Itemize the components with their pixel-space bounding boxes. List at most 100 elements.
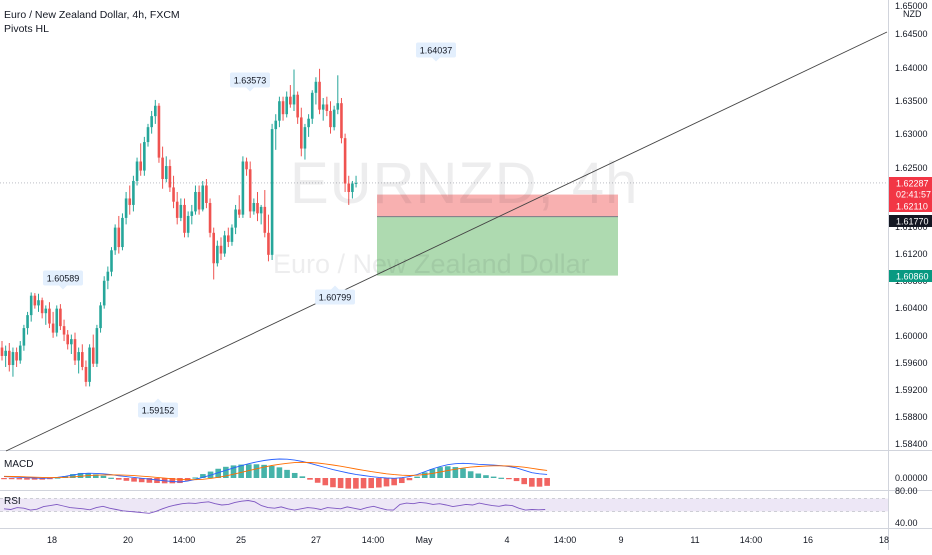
candle-body[interactable]: [117, 227, 121, 248]
candle-body[interactable]: [325, 104, 329, 111]
candle-body[interactable]: [8, 350, 11, 366]
pivot-label[interactable]: 1.63573: [230, 72, 270, 92]
candle-body[interactable]: [146, 127, 150, 143]
candle-body[interactable]: [0, 347, 4, 356]
candle-body[interactable]: [26, 315, 29, 329]
rsi-label[interactable]: RSI: [4, 496, 21, 507]
candle-body[interactable]: [99, 305, 102, 329]
candle-body[interactable]: [241, 161, 245, 215]
candle-body[interactable]: [128, 198, 132, 205]
candle-body[interactable]: [164, 166, 168, 180]
candle-body[interactable]: [84, 366, 88, 382]
candle-body[interactable]: [267, 232, 270, 255]
candle-body[interactable]: [270, 129, 274, 255]
candle-body[interactable]: [44, 308, 48, 314]
candle-body[interactable]: [263, 206, 267, 233]
candle-body[interactable]: [95, 328, 99, 364]
candle-body[interactable]: [33, 295, 37, 306]
candle-body[interactable]: [285, 96, 288, 115]
candle-body[interactable]: [121, 217, 124, 248]
trendline[interactable]: [5, 31, 888, 452]
candle-body[interactable]: [11, 352, 15, 366]
candle-body[interactable]: [124, 198, 128, 218]
candle-body[interactable]: [175, 201, 179, 218]
candle-body[interactable]: [343, 138, 347, 184]
candle-body[interactable]: [237, 209, 241, 215]
candle-body[interactable]: [332, 109, 336, 128]
candle-body[interactable]: [216, 245, 219, 264]
candle-body[interactable]: [300, 117, 303, 149]
candle-body[interactable]: [150, 116, 153, 128]
candle-body[interactable]: [329, 110, 332, 128]
candle-body[interactable]: [18, 345, 22, 361]
candle-body[interactable]: [172, 187, 175, 202]
candle-body[interactable]: [154, 105, 157, 117]
candle-body[interactable]: [113, 227, 117, 251]
candle-body[interactable]: [29, 295, 33, 316]
candle-body[interactable]: [183, 204, 186, 233]
candle-body[interactable]: [278, 101, 281, 121]
candle-body[interactable]: [190, 211, 194, 216]
candle-body[interactable]: [208, 202, 212, 233]
candle-body[interactable]: [179, 204, 183, 218]
candle-body[interactable]: [321, 104, 325, 110]
candle-body[interactable]: [62, 326, 66, 335]
candle-body[interactable]: [157, 105, 161, 158]
candle-body[interactable]: [347, 183, 351, 192]
symbol-title[interactable]: Euro / New Zealand Dollar, 4h, FXCM: [4, 9, 180, 21]
candle-body[interactable]: [143, 142, 146, 171]
candle-body[interactable]: [81, 352, 84, 367]
candle-body[interactable]: [281, 101, 285, 115]
candle-body[interactable]: [223, 235, 226, 254]
candle-body[interactable]: [48, 308, 51, 324]
candle-body[interactable]: [197, 191, 201, 210]
candle-body[interactable]: [205, 185, 208, 203]
candle-body[interactable]: [77, 352, 80, 361]
candle-body[interactable]: [22, 328, 26, 346]
candle-body[interactable]: [106, 271, 110, 281]
candle-body[interactable]: [15, 352, 18, 361]
candle-body[interactable]: [219, 245, 223, 254]
candle-body[interactable]: [234, 209, 237, 228]
candle-body[interactable]: [51, 323, 55, 333]
candle-body[interactable]: [274, 120, 278, 130]
candle-body[interactable]: [139, 161, 142, 171]
candle-body[interactable]: [289, 96, 292, 105]
candle-body[interactable]: [318, 81, 321, 110]
pivot-label[interactable]: 1.59152: [138, 398, 178, 418]
pivot-label[interactable]: 1.64037: [416, 42, 456, 62]
candle-body[interactable]: [303, 127, 307, 149]
candle-body[interactable]: [248, 169, 252, 212]
candle-body[interactable]: [296, 94, 299, 118]
candle-body[interactable]: [201, 185, 205, 210]
candle-body[interactable]: [59, 308, 62, 327]
candle-body[interactable]: [40, 300, 44, 314]
candle-body[interactable]: [132, 180, 135, 205]
candle-body[interactable]: [135, 161, 139, 181]
candle-body[interactable]: [292, 94, 296, 105]
indicator-label[interactable]: Pivots HL: [4, 23, 49, 35]
candle-body[interactable]: [256, 202, 259, 214]
candle-body[interactable]: [354, 182, 358, 184]
candle-body[interactable]: [88, 347, 91, 382]
candle-body[interactable]: [110, 250, 113, 272]
rsi-line[interactable]: [3, 500, 546, 514]
candle-body[interactable]: [340, 103, 343, 139]
candle-body[interactable]: [310, 92, 314, 119]
candle-body[interactable]: [307, 118, 310, 128]
candle-body[interactable]: [37, 300, 40, 306]
candle-body[interactable]: [230, 227, 234, 242]
candle-body[interactable]: [91, 347, 95, 364]
candle-body[interactable]: [186, 215, 190, 233]
pivot-label[interactable]: 1.60589: [43, 270, 83, 290]
signal-line[interactable]: [3, 461, 548, 481]
candle-body[interactable]: [259, 206, 263, 214]
candle-body[interactable]: [55, 308, 59, 333]
candle-body[interactable]: [168, 166, 172, 188]
candle-body[interactable]: [4, 350, 7, 356]
take-profit-zone[interactable]: [377, 216, 618, 276]
macd-line[interactable]: [3, 458, 548, 483]
candle-body[interactable]: [336, 103, 340, 110]
